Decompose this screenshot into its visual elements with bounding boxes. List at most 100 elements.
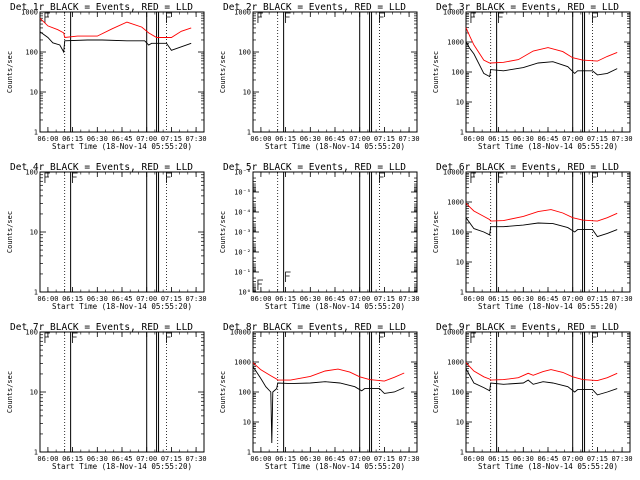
y-tick-label: 1 [247,129,251,137]
flag-mark [379,172,385,183]
x-axis-label: Start Time (18-Nov-14 05:55:20) [52,462,192,471]
x-tick-label: 06:15 [275,455,296,463]
y-tick-label: 100 [451,389,464,397]
x-axis-label: Start Time (18-Nov-14 05:55:20) [265,302,405,311]
y-axis-label: Counts/sec [432,51,440,93]
y-axis-label: Counts/sec [432,371,440,413]
x-tick-label: 06:30 [87,455,108,463]
y-tick-label: 10⁰ [238,289,251,297]
x-tick-label: 06:45 [324,135,345,143]
y-tick-label: 10⁻¹ [234,269,251,277]
x-tick-label: 06:45 [111,295,132,303]
panel-det-3r: Det 3r BLACK = Events, RED = LLD 1 10 100 10… [432,2,633,151]
panel-title: Det 4r BLACK = Events, RED = LLD [10,162,193,173]
panel-det-2r: Det 2r BLACK = Events, RED = LLD 1 10 100 10… [219,2,420,151]
x-tick-label: 06:30 [87,295,108,303]
flag-mark [257,279,263,290]
flag-mark [285,12,291,23]
y-tick-label: 10 [243,419,251,427]
y-tick-label: 10⁻⁶ [234,169,251,177]
flag-mark [257,12,263,23]
series-line-lld [252,362,405,382]
panel-det-9r: Det 9r BLACK = Events, RED = LLD 1 10 100 10… [432,322,633,471]
y-tick-label: 10000 [443,329,464,337]
y-tick-label: 10000 [230,329,251,337]
x-tick-label: 07:00 [136,295,157,303]
flag-mark [592,12,598,23]
x-tick-label: 06:45 [324,295,345,303]
y-tick-label: 100 [25,329,38,337]
series-line-lld [465,362,618,382]
x-tick-label: 06:15 [275,135,296,143]
x-tick-label: 06:30 [300,455,321,463]
x-tick-label: 06:30 [87,135,108,143]
x-tick-label: 07:30 [399,295,420,303]
flag-mark [379,12,385,23]
x-tick-label: 07:00 [349,455,370,463]
y-tick-label: 100 [238,49,251,57]
panel-det-7r: Det 7r BLACK = Events, RED = LLD 1 10 100 Co… [6,322,207,471]
series-line-events [39,31,192,54]
y-tick-label: 100 [451,69,464,77]
x-tick-label: 06:15 [488,135,509,143]
y-tick-label: 10⁻⁴ [234,209,251,217]
y-tick-label: 1000 [234,9,251,17]
y-tick-label: 100 [25,169,38,177]
x-tick-label: 06:30 [513,135,534,143]
x-tick-label: 06:30 [513,295,534,303]
x-tick-label: 06:30 [513,455,534,463]
x-tick-label: 06:00 [37,295,58,303]
x-tick-label: 06:00 [37,135,58,143]
y-tick-label: 1 [460,289,464,297]
x-tick-label: 07:30 [399,135,420,143]
y-tick-label: 1000 [447,199,464,207]
panel-title: Det 8r BLACK = Events, RED = LLD [223,322,406,333]
x-tick-label: 07:15 [374,295,395,303]
x-tick-label: 07:15 [161,295,182,303]
flag-mark [379,332,385,343]
y-tick-label: 1 [247,449,251,457]
x-tick-label: 06:00 [463,135,484,143]
y-axis-label: Counts/sec [6,371,14,413]
panel-det-8r: Det 8r BLACK = Events, RED = LLD 1 10 100 10… [219,322,420,471]
panel-title: Det 7r BLACK = Events, RED = LLD [10,322,193,333]
flag-mark [285,271,291,282]
y-tick-label: 10 [456,419,464,427]
x-tick-label: 07:00 [349,135,370,143]
x-tick-label: 07:30 [612,295,633,303]
x-tick-label: 07:30 [186,135,207,143]
y-tick-label: 1000 [447,359,464,367]
x-tick-label: 07:00 [562,135,583,143]
y-axis-label: Counts/sec [6,211,14,253]
x-tick-label: 06:45 [537,295,558,303]
x-tick-label: 07:00 [349,295,370,303]
y-tick-label: 10 [456,99,464,107]
y-axis-label: Counts/sec [432,211,440,253]
flag-mark [166,12,172,23]
x-tick-label: 06:00 [463,295,484,303]
y-tick-label: 1000 [21,9,38,17]
series-line-events [465,368,618,396]
flag-mark [470,12,476,23]
flag-mark [72,172,78,183]
y-tick-label: 1000 [234,359,251,367]
x-tick-label: 06:15 [488,295,509,303]
x-tick-label: 07:00 [136,135,157,143]
x-tick-label: 06:30 [300,295,321,303]
panel-det-1r: Det 1r BLACK = Events, RED = LLD 1 10 100 10… [6,2,207,151]
y-tick-label: 10 [30,89,38,97]
y-tick-label: 10 [456,259,464,267]
y-tick-label: 10000 [443,9,464,17]
x-tick-label: 06:00 [250,135,271,143]
x-tick-label: 06:45 [324,455,345,463]
x-tick-label: 07:00 [136,455,157,463]
x-axis-label: Start Time (18-Nov-14 05:55:20) [265,142,405,151]
x-tick-label: 07:30 [186,295,207,303]
panel-title: Det 3r BLACK = Events, RED = LLD [436,2,619,13]
y-tick-label: 10⁻³ [234,229,251,237]
y-tick-label: 1 [34,129,38,137]
flag-mark [498,172,504,183]
x-tick-label: 07:15 [587,455,608,463]
y-tick-label: 10 [30,229,38,237]
